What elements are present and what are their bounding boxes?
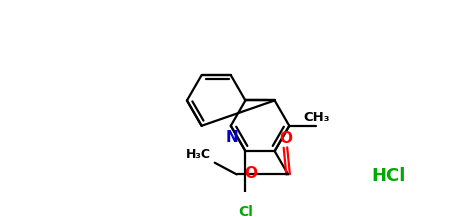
Text: N: N	[225, 130, 238, 145]
Text: O: O	[244, 166, 257, 181]
Text: CH₃: CH₃	[303, 111, 330, 124]
Text: Cl: Cl	[238, 205, 253, 217]
Text: HCl: HCl	[371, 167, 406, 185]
Text: H₃C: H₃C	[186, 148, 211, 161]
Text: O: O	[279, 131, 292, 146]
